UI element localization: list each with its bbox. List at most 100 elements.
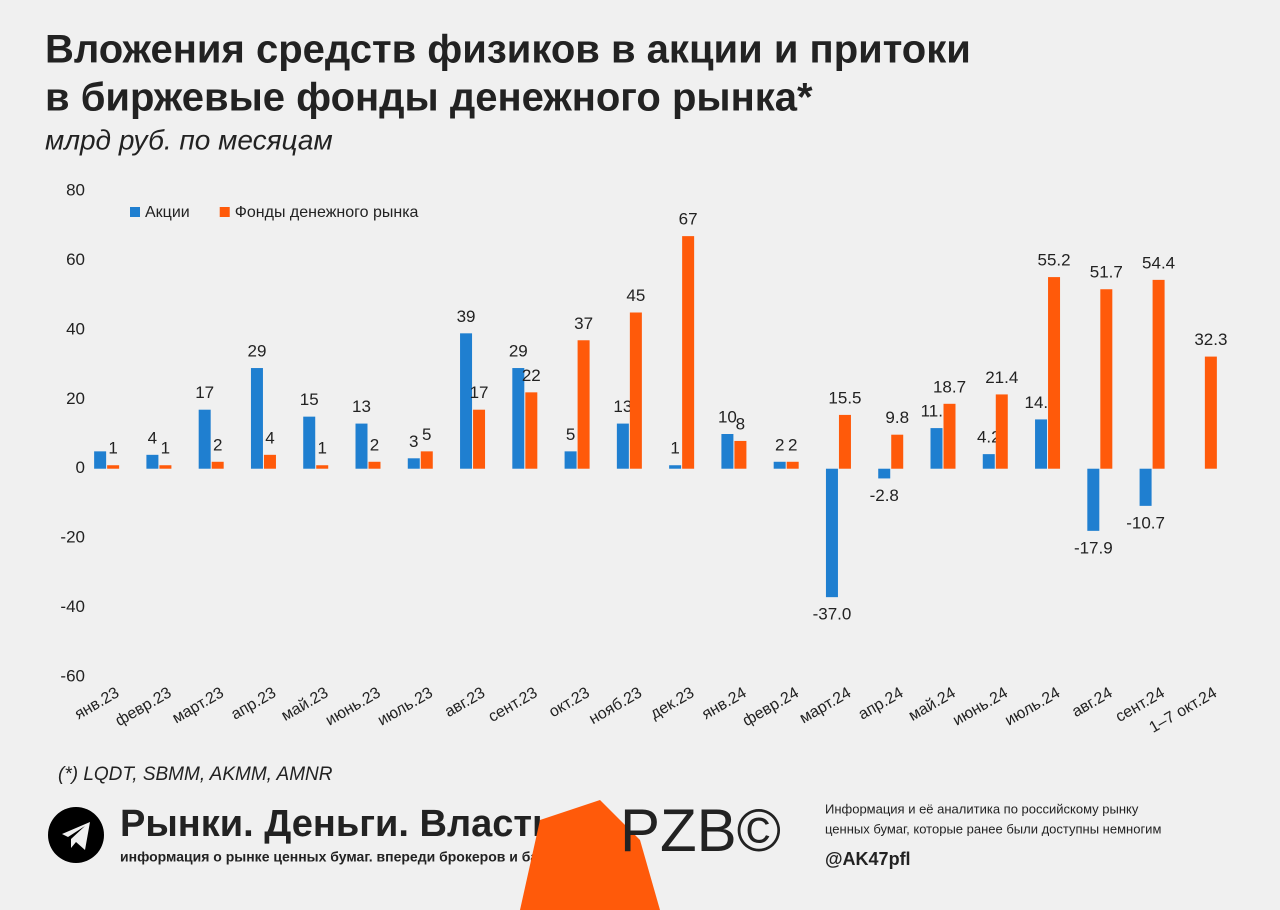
- value-label: 1: [670, 439, 679, 458]
- value-label: 2: [775, 435, 784, 454]
- bar: [198, 409, 211, 469]
- value-label: 55.2: [1037, 251, 1070, 270]
- value-label: 29: [509, 342, 528, 361]
- bar: [250, 368, 263, 469]
- value-label: 1: [161, 439, 170, 458]
- bar: [878, 468, 891, 479]
- value-label: 1: [108, 439, 117, 458]
- bar: [368, 461, 381, 469]
- bar: [577, 340, 590, 469]
- value-label: 18.7: [933, 377, 966, 396]
- subtitle: млрд руб. по месяцам: [45, 124, 333, 155]
- bar: [1204, 356, 1217, 469]
- bar: [473, 409, 486, 469]
- value-label: -17.9: [1074, 538, 1113, 557]
- bar: [982, 454, 995, 469]
- value-label: 17: [195, 383, 214, 402]
- bar: [407, 458, 420, 469]
- bar: [721, 434, 734, 469]
- about: ценных бумаг, которые ранее были доступн…: [825, 821, 1161, 836]
- about: Информация и её аналитика по российскому…: [825, 801, 1139, 816]
- value-label: 51.7: [1090, 263, 1123, 282]
- bar: [1152, 279, 1165, 469]
- legend-swatch: [130, 207, 140, 217]
- value-label: 29: [247, 342, 266, 361]
- value-label: 5: [422, 425, 431, 444]
- bar: [825, 468, 838, 598]
- value-label: 1: [317, 439, 326, 458]
- value-label: 32.3: [1194, 330, 1227, 349]
- bar: [891, 434, 904, 469]
- bar: [355, 423, 368, 469]
- value-label: 5: [566, 425, 575, 444]
- y-tick-label: 0: [76, 458, 85, 477]
- value-label: 15.5: [828, 388, 861, 407]
- value-label: 10: [718, 407, 737, 426]
- y-tick-label: 20: [66, 389, 85, 408]
- value-label: 54.4: [1142, 253, 1175, 272]
- value-label: 2: [370, 435, 379, 454]
- y-tick-label: -40: [60, 597, 85, 616]
- bar: [1139, 468, 1152, 506]
- bar: [303, 416, 316, 469]
- bar: [263, 454, 276, 469]
- bar: [629, 312, 642, 469]
- y-tick-label: 60: [66, 250, 85, 269]
- y-tick-label: 80: [66, 180, 85, 199]
- bar: [316, 465, 329, 469]
- bar: [159, 465, 172, 469]
- value-label: 2: [788, 435, 797, 454]
- legend-swatch: [219, 207, 230, 217]
- value-label: 67: [679, 210, 698, 229]
- value-label: 13: [613, 397, 632, 416]
- bar: [94, 451, 107, 469]
- footnote: (*) LQDT, SBMM, AKMM, AMNR: [58, 764, 333, 785]
- value-label: 2: [213, 435, 222, 454]
- value-label: 4: [148, 428, 157, 447]
- bar: [786, 461, 799, 469]
- bar: [525, 392, 538, 469]
- logo-decoration: [520, 800, 660, 910]
- y-tick-label: -20: [60, 528, 85, 547]
- bar: [420, 451, 433, 469]
- bar: [669, 465, 682, 469]
- value-label: 13: [352, 397, 371, 416]
- bar: [1087, 468, 1100, 531]
- value-label: 3: [409, 432, 418, 451]
- value-label: 8: [736, 414, 745, 433]
- bar: [682, 236, 695, 469]
- y-tick-label: -60: [60, 666, 85, 685]
- title-line: Вложения средств физиков в акции и прито…: [45, 28, 971, 72]
- bar: [512, 368, 525, 469]
- bar: [1100, 289, 1113, 469]
- bar: [943, 403, 956, 469]
- value-label: -37.0: [813, 605, 852, 624]
- value-label: -10.7: [1126, 513, 1165, 532]
- legend-label: Фонды денежного рынка: [235, 204, 419, 221]
- bar: [734, 440, 747, 469]
- bar: [1048, 277, 1061, 469]
- value-label: 17: [470, 383, 489, 402]
- bar: [616, 423, 629, 469]
- brand: Рынки. Деньги. Власть.: [120, 803, 566, 845]
- value-label: 4: [265, 428, 274, 447]
- bar: [773, 461, 786, 469]
- telegram-plane: [62, 822, 90, 850]
- bar: [107, 465, 120, 469]
- value-label: 37: [574, 314, 593, 333]
- value-label: 39: [457, 307, 476, 326]
- bar: [146, 454, 159, 469]
- value-label: 21.4: [985, 368, 1018, 387]
- bar: [995, 394, 1008, 469]
- tagline: информация о рынке ценных бумаг. впереди…: [120, 849, 575, 865]
- logo-shape: [520, 800, 660, 910]
- bar: [930, 428, 943, 469]
- handle: @AK47pfl: [825, 849, 911, 869]
- y-tick-label: 40: [66, 319, 85, 338]
- value-label: 22: [522, 366, 541, 385]
- bar: [1035, 419, 1048, 469]
- bar: [460, 333, 473, 469]
- logo: PZB©: [620, 797, 781, 864]
- bar: [838, 414, 851, 469]
